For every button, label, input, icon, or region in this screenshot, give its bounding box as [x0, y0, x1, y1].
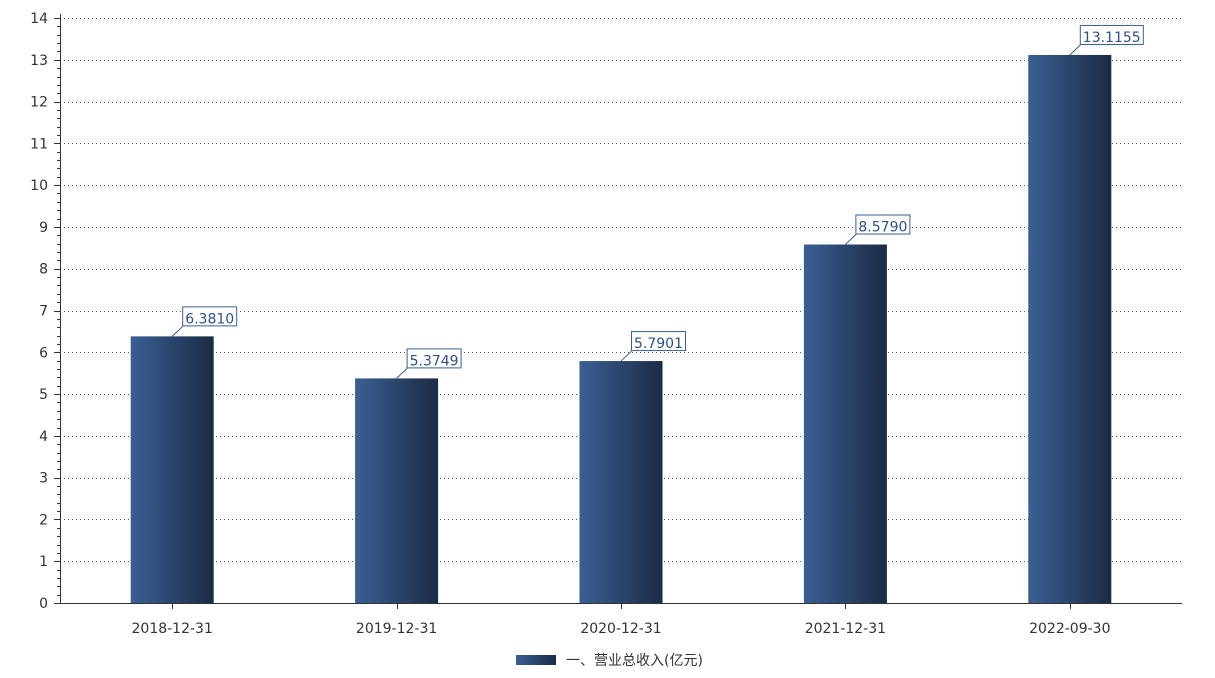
y-tick-label: 4 — [39, 429, 48, 445]
data-label-box — [631, 331, 686, 352]
data-label: 5.7901 — [634, 336, 683, 352]
y-tick-label: 8 — [39, 262, 48, 278]
data-labels: 6.3810 5.3749 5.7901 8.5790 13.1155 — [171, 24, 1144, 379]
x-tick-label: 2019-12-31 — [356, 621, 437, 637]
data-label: 5.3749 — [410, 353, 459, 369]
y-tick-label: 13 — [30, 53, 48, 69]
x-tick-label: 2018-12-31 — [132, 621, 213, 637]
bar[interactable] — [803, 244, 887, 603]
x-tick-label: 2022-09-30 — [1029, 621, 1110, 637]
x-tick-label: 2020-12-31 — [580, 621, 661, 637]
legend: 一、营业总收入(亿元) — [516, 653, 703, 669]
bars — [130, 54, 1112, 603]
bar[interactable] — [355, 378, 439, 603]
data-label-box — [855, 214, 911, 235]
y-tick-label: 1 — [39, 554, 48, 570]
data-label-leader — [396, 368, 408, 379]
legend-swatch — [516, 655, 556, 665]
bar[interactable] — [579, 361, 663, 603]
y-tick-label: 14 — [30, 11, 48, 27]
data-label: 6.3810 — [185, 311, 234, 327]
data-label-box — [182, 306, 238, 327]
y-tick-label: 7 — [39, 304, 48, 320]
bar[interactable] — [1028, 54, 1112, 603]
y-tick-label: 6 — [39, 345, 48, 361]
y-tick-label: 11 — [30, 136, 48, 152]
data-label-leader — [620, 350, 632, 362]
bar[interactable] — [130, 336, 214, 603]
data-label-leader — [171, 326, 184, 337]
y-tick-label: 3 — [39, 471, 48, 487]
data-label-box — [1079, 24, 1144, 45]
y-tick-label: 5 — [39, 387, 48, 403]
y-tick-label: 9 — [39, 220, 48, 236]
legend-label: 一、营业总收入(亿元) — [566, 653, 703, 669]
y-tick-label: 12 — [30, 95, 48, 111]
data-label-leader — [1069, 44, 1081, 56]
y-tick-label: 10 — [30, 178, 48, 194]
data-label: 8.5790 — [858, 220, 907, 236]
data-label-leader — [845, 234, 857, 245]
y-tick-label: 0 — [39, 596, 48, 612]
y-tick-label: 2 — [39, 512, 48, 528]
x-tick-label: 2021-12-31 — [805, 621, 886, 637]
data-label-box — [406, 348, 462, 369]
data-label: 13.1155 — [1083, 30, 1141, 46]
